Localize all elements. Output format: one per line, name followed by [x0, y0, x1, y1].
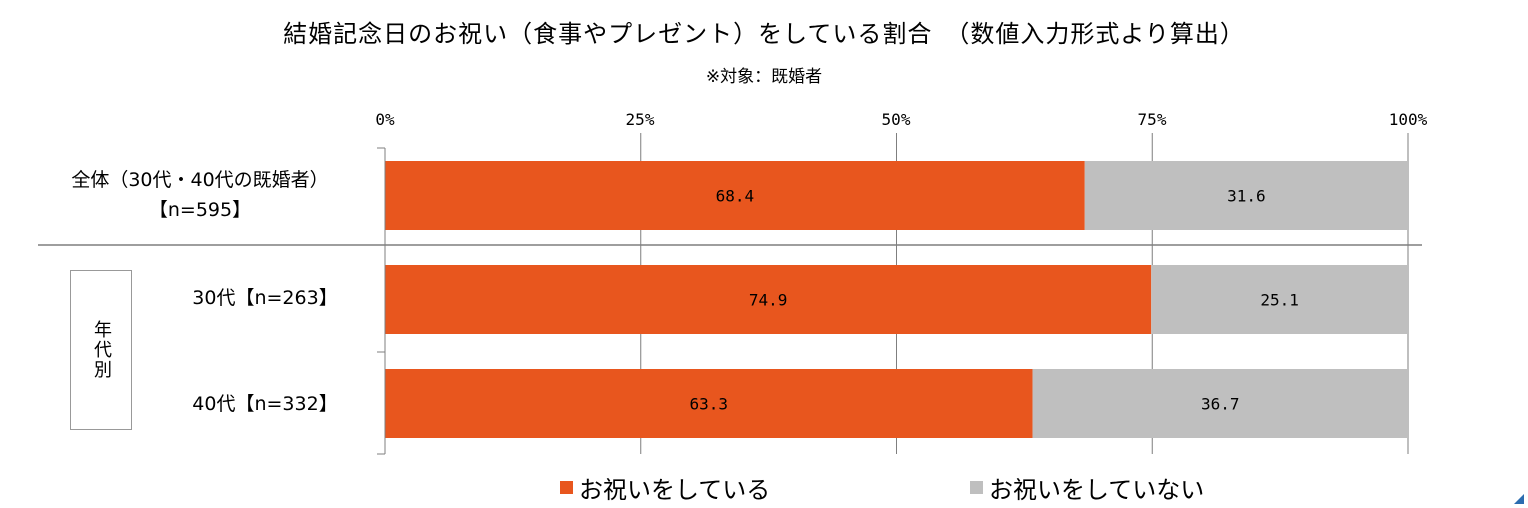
chart-title: 結婚記念日のお祝い（食事やプレゼント）をしている割合 （数値入力形式より算出） — [283, 20, 1245, 48]
data-label-layer: 68.4 31.6 74.9 25.1 63.3 36.7 — [690, 187, 1299, 414]
data-label-celebrate-2: 63.3 — [690, 395, 729, 414]
data-label-not-celebrate-1: 25.1 — [1260, 291, 1299, 310]
legend-item-celebrate: お祝いをしている — [560, 470, 770, 505]
x-tick-label-75: 75% — [1137, 110, 1167, 129]
data-label-not-celebrate-2: 36.7 — [1201, 395, 1240, 414]
category-label-40s: 40代【n=332】 — [192, 393, 338, 415]
category-label-30s: 30代【n=263】 — [192, 287, 338, 309]
bar-not-celebrate-2 — [1032, 369, 1408, 438]
x-tick-label-25: 25% — [625, 110, 655, 129]
chart-subtitle: ※対象：既婚者 — [705, 67, 823, 87]
bar-not-celebrate-0 — [1084, 161, 1408, 230]
data-label-not-celebrate-0: 31.6 — [1227, 187, 1266, 206]
bar-not-celebrate-1 — [1151, 265, 1408, 334]
data-label-celebrate-1: 74.9 — [749, 291, 788, 310]
legend-label-celebrate: お祝いをしている — [579, 476, 771, 504]
bar-celebrate-0 — [385, 161, 1085, 230]
legend-swatch-not-celebrate — [970, 481, 983, 494]
age-group-box: 年代別 — [70, 270, 132, 430]
category-label-total-line2: 【n=595】 — [148, 199, 252, 221]
legend-swatch-celebrate — [560, 481, 573, 494]
bar-celebrate-1 — [385, 265, 1152, 334]
category-label-total-line1: 全体（30代・40代の既婚者） — [71, 169, 329, 191]
category-label-total: 全体（30代・40代の既婚者） 【n=595】 — [30, 165, 370, 225]
legend-label-not-celebrate: お祝いをしていない — [989, 476, 1205, 504]
age-group-label: 年代別 — [91, 320, 112, 380]
x-tick-label-50: 50% — [881, 110, 911, 129]
bar-celebrate-2 — [385, 369, 1033, 438]
data-label-celebrate-0: 68.4 — [716, 187, 755, 206]
x-tick-label-100: 100% — [1388, 110, 1428, 129]
corner-triangle-icon — [1514, 494, 1524, 504]
legend-item-not-celebrate: お祝いをしていない — [970, 470, 1204, 505]
x-tick-label-0: 0% — [375, 110, 395, 129]
bar-layer — [385, 161, 1408, 438]
